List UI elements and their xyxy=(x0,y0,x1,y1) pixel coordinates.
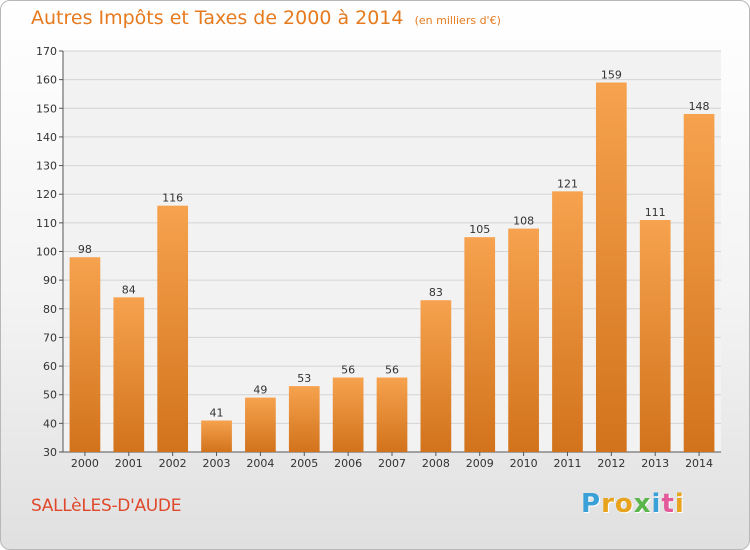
y-tick-label: 130 xyxy=(36,160,57,173)
y-tick-label: 40 xyxy=(43,417,57,430)
x-tick-label: 2008 xyxy=(422,457,450,470)
y-tick-label: 170 xyxy=(36,45,57,58)
y-tick-label: 50 xyxy=(43,389,57,402)
y-tick-label: 150 xyxy=(36,102,57,115)
data-label: 116 xyxy=(162,192,183,205)
proxiti-logo: Proxiti xyxy=(581,489,685,519)
x-tick-label: 2009 xyxy=(466,457,494,470)
data-label: 49 xyxy=(253,384,267,397)
x-tick-label: 2002 xyxy=(159,457,187,470)
logo-letter: x xyxy=(633,489,652,519)
place-name: SALLèLES-D'AUDE xyxy=(31,496,182,516)
x-tick-label: 2004 xyxy=(246,457,274,470)
y-tick-label: 140 xyxy=(36,131,57,144)
x-tick-label: 2014 xyxy=(685,457,713,470)
logo-letter: i xyxy=(674,489,685,519)
y-tick-label: 90 xyxy=(43,274,57,287)
data-label: 121 xyxy=(557,177,578,190)
y-tick-label: 30 xyxy=(43,446,57,459)
bar xyxy=(69,257,101,452)
data-label: 98 xyxy=(78,243,92,256)
bar xyxy=(201,420,232,452)
data-label: 148 xyxy=(689,100,710,113)
x-tick-label: 2010 xyxy=(510,457,538,470)
x-tick-label: 2011 xyxy=(553,457,581,470)
y-tick-label: 160 xyxy=(36,74,57,87)
bar xyxy=(332,377,364,452)
bar xyxy=(508,228,539,452)
logo-letter: t xyxy=(661,489,675,519)
data-label: 84 xyxy=(122,283,136,296)
chart-title: Autres Impôts et Taxes de 2000 à 2014 xyxy=(31,7,404,29)
bar xyxy=(552,191,583,452)
bar xyxy=(464,237,496,452)
y-tick-label: 80 xyxy=(43,303,57,316)
x-tick-label: 2007 xyxy=(378,457,406,470)
data-label: 56 xyxy=(385,364,399,377)
chart-unit: (en milliers d'€) xyxy=(414,14,501,27)
data-label: 53 xyxy=(297,372,311,385)
bar xyxy=(595,82,627,452)
bar xyxy=(639,219,671,452)
bar xyxy=(683,114,715,452)
x-tick-label: 2005 xyxy=(290,457,318,470)
bar xyxy=(157,205,189,452)
data-label: 105 xyxy=(469,223,490,236)
data-label: 159 xyxy=(601,69,622,82)
bar xyxy=(376,377,408,452)
data-label: 41 xyxy=(210,406,224,419)
x-tick-label: 2003 xyxy=(203,457,231,470)
bar xyxy=(288,386,320,452)
x-tick-label: 2013 xyxy=(641,457,669,470)
x-tick-label: 2000 xyxy=(71,457,99,470)
data-label: 111 xyxy=(645,206,666,219)
logo-letter: r xyxy=(601,489,615,519)
bar xyxy=(113,297,145,452)
x-tick-label: 2006 xyxy=(334,457,362,470)
bar xyxy=(245,397,276,452)
data-label: 108 xyxy=(513,215,534,228)
chart-title-block: Autres Impôts et Taxes de 2000 à 2014 (e… xyxy=(31,7,501,29)
bar xyxy=(420,300,452,452)
y-tick-label: 110 xyxy=(36,217,57,230)
y-tick-label: 100 xyxy=(36,246,57,259)
y-tick-label: 120 xyxy=(36,188,57,201)
data-label: 83 xyxy=(429,286,443,299)
logo-letter: o xyxy=(614,489,634,519)
logo-letter: P xyxy=(581,489,602,519)
logo-letter: i xyxy=(651,489,662,519)
y-tick-label: 70 xyxy=(43,331,57,344)
x-tick-label: 2001 xyxy=(115,457,143,470)
y-tick-label: 60 xyxy=(43,360,57,373)
x-tick-label: 2012 xyxy=(597,457,625,470)
data-label: 56 xyxy=(341,364,355,377)
